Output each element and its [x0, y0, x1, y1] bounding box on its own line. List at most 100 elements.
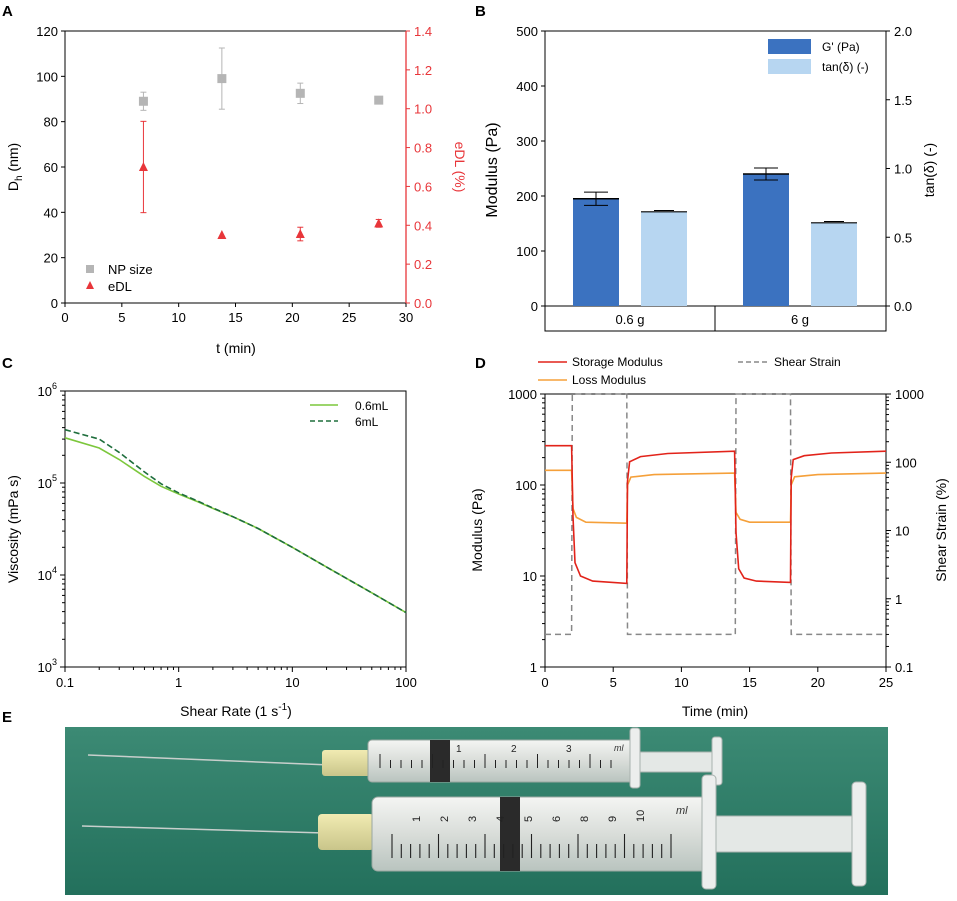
panel-label-a: A	[2, 3, 13, 20]
chart-a-x-tick-label: 20	[285, 310, 299, 325]
small-scale-number: 1	[456, 744, 462, 755]
edl-point	[138, 162, 148, 171]
np-size-point	[295, 88, 305, 98]
chart-a-x-tick-label: 5	[118, 310, 125, 325]
chart-d-y-axis: 1 10 100 1000	[508, 387, 545, 675]
chart-a-y-tick-label: 60	[44, 160, 58, 175]
np-size-point	[138, 96, 148, 106]
small-unit: ml	[614, 743, 624, 753]
chart-c-y-tick-exponent: 4	[52, 565, 57, 575]
legend-storage-label: Storage Modulus	[572, 355, 663, 369]
chart-a-y2-tick-label: 0.6	[414, 179, 432, 194]
chart-c-xlabel-sup: -1	[278, 702, 287, 713]
chart-a-ylabel-sub: h	[14, 175, 25, 181]
legend-np-size-label: NP size	[108, 262, 153, 277]
chart-b-y2-tick-label: 1.5	[894, 93, 912, 108]
large-thumb-rest	[851, 781, 867, 887]
chart-d-y2-tick-label: 100	[895, 455, 917, 470]
edl-point	[217, 230, 227, 239]
np-size-point	[374, 95, 384, 105]
chart-c-xlabel: Shear Rate (1 s-1)	[180, 702, 292, 719]
chart-c-x-tick-label: 0.1	[56, 675, 74, 690]
large-scale-number: 2	[439, 816, 451, 822]
chart-c-y-tick-base: 10	[38, 568, 52, 583]
chart-a-y2label: eDL (%)	[452, 142, 468, 193]
large-scale-number: 3	[467, 816, 479, 822]
chart-b-marks	[573, 167, 857, 306]
chart-d-x-axis: 0 5 10 15 20 25	[541, 667, 893, 690]
legend-gprime-label: G' (Pa)	[822, 40, 860, 54]
chart-a-y-tick-label: 20	[44, 251, 58, 266]
chart-c-y-tick-exponent: 5	[52, 473, 57, 483]
chart-b-y-tick-label: 0	[531, 299, 538, 314]
chart-c-y-tick-base: 10	[38, 384, 52, 399]
large-hub	[318, 814, 374, 850]
chart-c-xlabel-end: )	[287, 703, 292, 719]
chart-c-x-tick-label: 100	[395, 675, 417, 690]
large-scale-number: 5	[523, 816, 535, 822]
legend-6ml-label: 6mL	[355, 415, 379, 429]
chart-c-frame	[64, 390, 407, 668]
chart-a-x-axis: 0 5 10 15 20 25 30	[61, 303, 413, 325]
chart-a-xlabel: t (min)	[216, 340, 256, 356]
chart-a-ylabel-unit: (nm)	[5, 143, 21, 176]
chart-b-y-tick-label: 100	[516, 244, 538, 259]
large-scale-number: 9	[607, 816, 619, 822]
chart-b-y2label: tan(δ) (-)	[921, 143, 937, 197]
large-scale-number: 4	[495, 816, 507, 822]
panel-label-b: B	[475, 3, 486, 20]
chart-a-y2-tick-label: 0.2	[414, 257, 432, 272]
chart-c-marks	[64, 428, 407, 614]
chart-a-x-tick-label: 0	[61, 310, 68, 325]
legend-gprime-swatch	[768, 39, 811, 54]
shear-strain-line	[545, 393, 886, 636]
chart-c-y-tick-exponent: 3	[52, 657, 57, 667]
chart-c-y-tick-base: 10	[38, 660, 52, 675]
chart-c-y-tick-label: 106	[38, 381, 57, 399]
loss-modulus-line	[545, 469, 887, 525]
chart-c-x-axis: 0.1 1 10 100	[56, 667, 417, 690]
chart-d-ylabel: Modulus (Pa)	[469, 488, 485, 571]
chart-a-x-tick-label: 25	[342, 310, 356, 325]
chart-d-y-tick-label: 1000	[508, 387, 537, 402]
chart-a-y2-tick-label: 0.8	[414, 141, 432, 156]
small-hub	[322, 750, 370, 776]
storage-modulus-line	[545, 444, 887, 585]
small-flange	[629, 727, 641, 789]
chart-a-y-tick-label: 100	[36, 69, 58, 84]
chart-d-x-tick-label: 10	[674, 675, 688, 690]
legend-tan-swatch	[768, 59, 811, 74]
small-plunger-seal	[430, 740, 450, 782]
chart-c-y-tick-label: 104	[38, 565, 57, 583]
chart-c-y-tick-exponent: 6	[52, 381, 57, 391]
small-needle	[87, 754, 331, 766]
gprime-bar	[743, 174, 789, 306]
chart-c-y-tick-label: 105	[38, 473, 57, 491]
chart-b-y-axis: 0 100 200 300 400 500	[516, 24, 545, 314]
chart-b-category-0: 0.6 g	[616, 312, 645, 327]
chart-d-y-tick-label: 1	[530, 660, 537, 675]
chart-b-y2-tick-label: 0.5	[894, 230, 912, 245]
chart-a-y-tick-label: 0	[51, 296, 58, 311]
legend-06ml-label: 0.6mL	[355, 399, 389, 413]
chart-d-marks	[545, 393, 887, 636]
chart-a-y2-tick-label: 1.2	[414, 63, 432, 78]
chart-a-y2-tick-label: 0.4	[414, 218, 432, 233]
chart-d-y2-tick-label: 1	[895, 592, 902, 607]
large-plunger-rod	[707, 815, 859, 853]
large-unit: ml	[676, 805, 688, 817]
large-syringe: 1 2 3 4 5 6 8 9 10 ml	[81, 774, 867, 890]
chart-c-y-tick-label: 103	[38, 657, 57, 675]
np-size-point	[217, 74, 227, 84]
chart-a-y-tick-label: 80	[44, 115, 58, 130]
panel-label-c: C	[2, 355, 13, 372]
chart-c-y-tick-base: 10	[38, 476, 52, 491]
chart-b-y2-axis: 0.0 0.5 1.0 1.5 2.0	[886, 24, 912, 314]
chart-d-xlabel: Time (min)	[682, 703, 748, 719]
large-scale-number: 8	[579, 816, 591, 822]
chart-d-y2-tick-label: 10	[895, 524, 909, 539]
small-scale-number: 3	[566, 744, 572, 755]
chart-d-y-tick-label: 100	[515, 478, 537, 493]
